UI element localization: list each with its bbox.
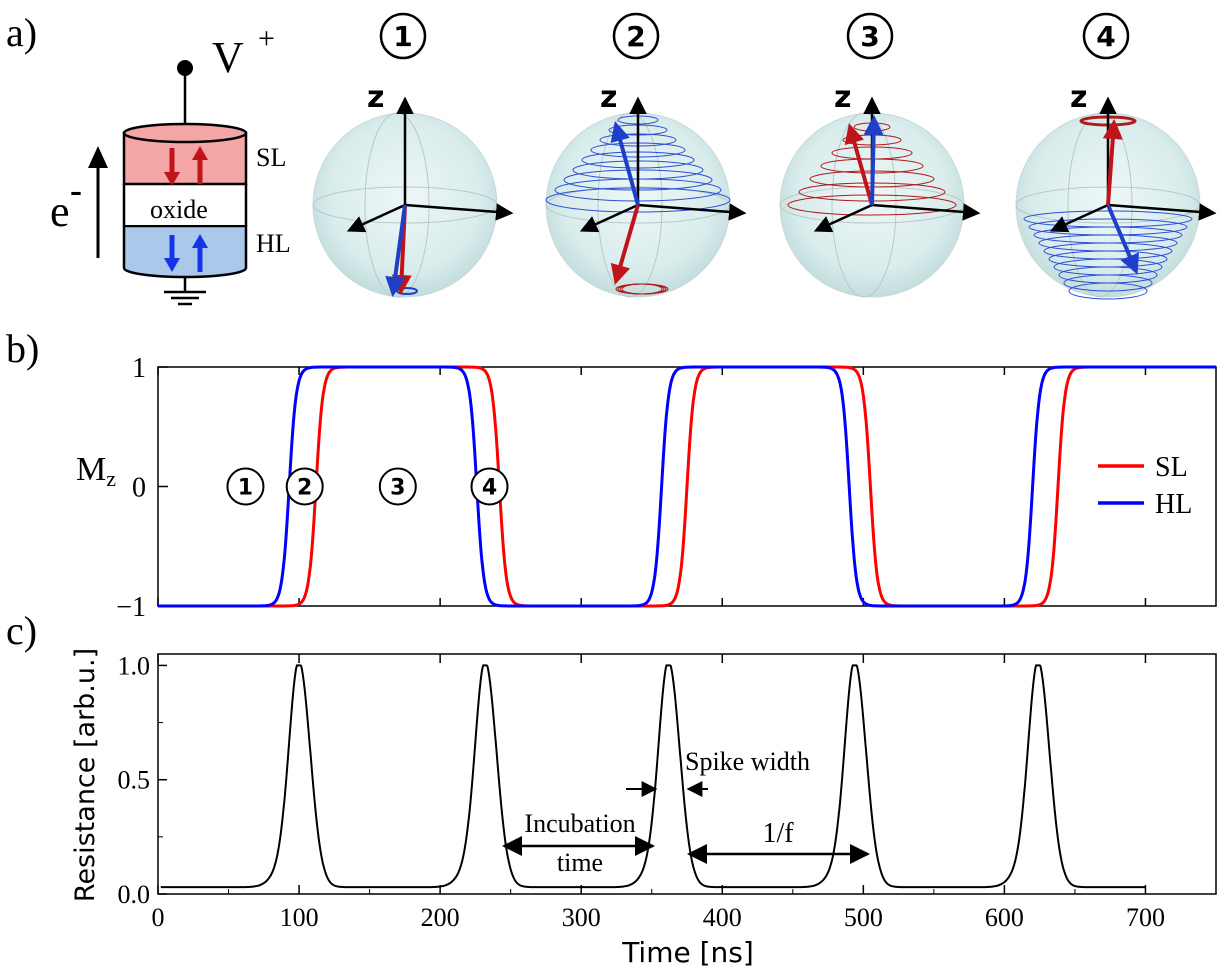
electron-label: e xyxy=(50,187,70,236)
sphere-number-label: 1 xyxy=(393,20,412,53)
z-axis-label: z xyxy=(367,80,384,115)
annotation-period: 1/f xyxy=(762,818,794,849)
resistance-ytick-label: 1.0 xyxy=(118,651,151,680)
resistance-xtick-label: 400 xyxy=(703,903,742,932)
resistance-xtick-label: 0 xyxy=(152,903,165,932)
mz-ytick-label: −1 xyxy=(116,592,146,623)
electron-sup: - xyxy=(70,170,82,210)
legend-sl: SL xyxy=(1155,452,1188,483)
mz-state-marker-label: 1 xyxy=(238,476,253,501)
bloch-sphere-4: z4 xyxy=(1016,14,1213,299)
layer-label-oxide: oxide xyxy=(150,195,208,224)
sphere-number-label: 4 xyxy=(1096,20,1115,53)
mz-plot: 1 0 −1 Mz 1 2 3 4 SL HL xyxy=(76,353,1216,623)
annotation-incubation-1: Incubation xyxy=(524,809,635,838)
mz-ytick-label: 0 xyxy=(132,473,146,504)
sphere-number-label: 3 xyxy=(860,20,879,53)
bloch-sphere-1: z1 xyxy=(313,14,510,297)
mz-legend: SL HL xyxy=(1098,452,1192,520)
z-axis-label: z xyxy=(834,80,851,115)
bloch-sphere-3: z3 xyxy=(780,14,977,297)
mz-ytick-label: 1 xyxy=(132,353,146,384)
resistance-xtick-label: 100 xyxy=(280,903,319,932)
resistance-plot: 0 100 200 300 400 500 600 700 0.0 0.5 1.0 Resistan… xyxy=(70,648,1216,969)
mz-ylabel: Mz xyxy=(76,451,116,491)
bloch-sphere-2: z2 xyxy=(546,14,743,297)
legend-hl: HL xyxy=(1155,489,1192,520)
hl-vector xyxy=(872,119,874,205)
resistance-xtick-label: 200 xyxy=(421,903,460,932)
resistance-xtick-label: 600 xyxy=(985,903,1024,932)
resistance-xtick-label: 300 xyxy=(562,903,601,932)
annotation-spike-width: Spike width xyxy=(685,747,810,776)
sl-top-face xyxy=(124,124,246,142)
resistance-xtick-label: 700 xyxy=(1126,903,1165,932)
panel-label-c: c) xyxy=(6,608,37,653)
panel-label-b: b) xyxy=(6,326,39,371)
resistance-xtick-label: 500 xyxy=(844,903,883,932)
annotation-incubation-2: time xyxy=(557,848,603,877)
panel-label-a: a) xyxy=(6,10,37,55)
layer-label-hl: HL xyxy=(256,229,291,258)
z-axis-label: z xyxy=(1070,80,1087,115)
mz-state-marker-label: 4 xyxy=(482,476,497,501)
sphere-number-label: 2 xyxy=(626,20,645,53)
mz-state-marker-label: 3 xyxy=(390,476,405,501)
resistance-ytick-label: 0.0 xyxy=(118,880,151,909)
mtj-device: V + SL oxide HL e - xyxy=(50,22,291,304)
resistance-ytick-label: 0.5 xyxy=(118,766,151,795)
z-axis-label: z xyxy=(600,80,617,115)
layer-label-sl: SL xyxy=(256,143,286,172)
resistance-xlabel: Time [ns] xyxy=(621,936,754,969)
mz-state-marker-label: 2 xyxy=(297,476,312,501)
voltage-sup: + xyxy=(258,22,275,55)
resistance-ylabel: Resistance [arb.u.] xyxy=(70,648,101,902)
hl-layer xyxy=(124,226,246,277)
voltage-terminal xyxy=(177,60,193,76)
resistance-series xyxy=(161,665,1146,887)
voltage-label: V xyxy=(212,33,244,82)
